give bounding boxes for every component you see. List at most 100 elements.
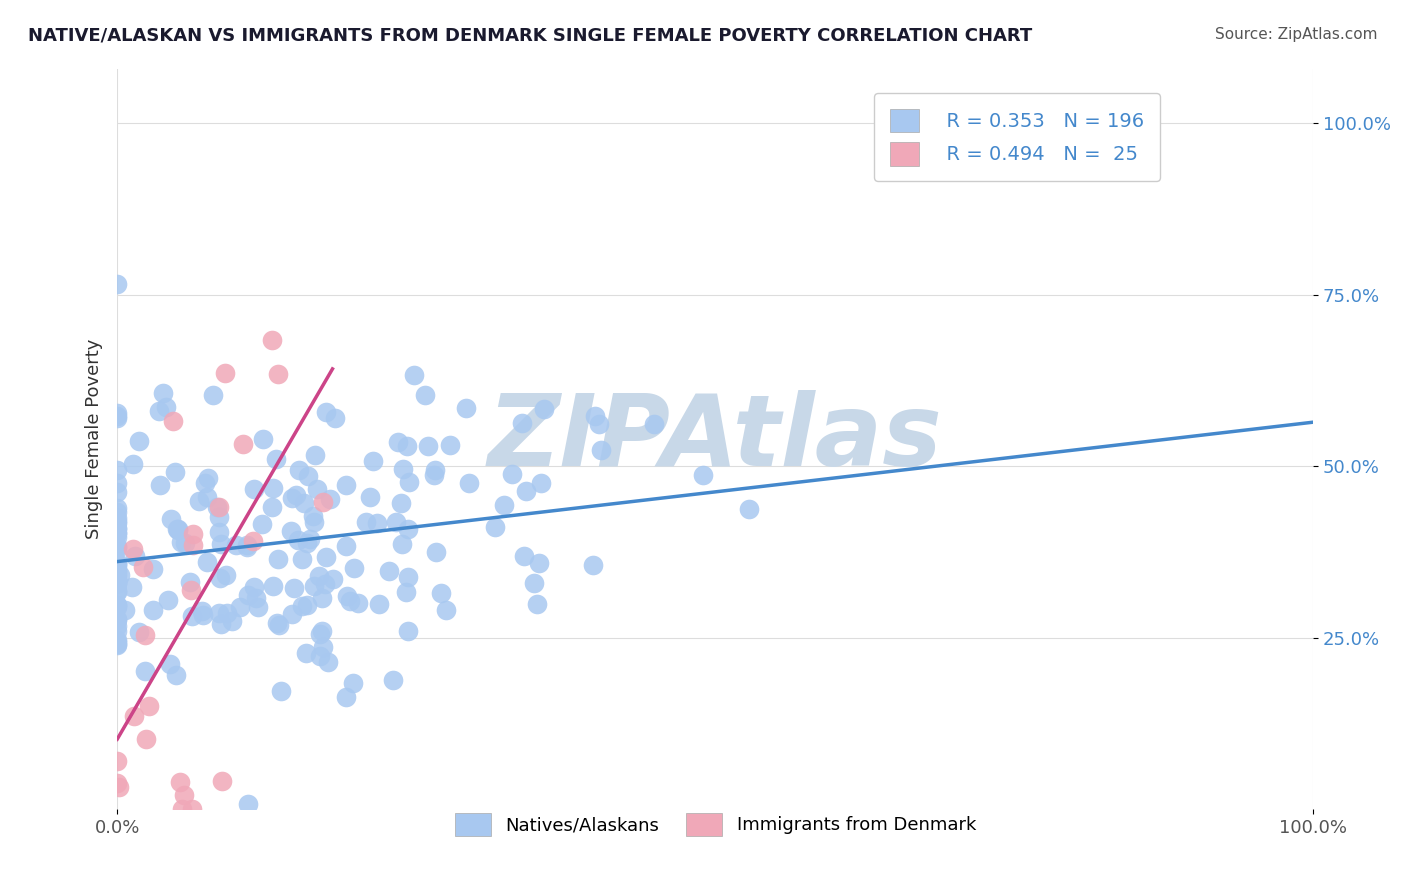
Point [134, 628, 156, 642]
Point [181, 538, 204, 552]
Point [347, 596, 370, 610]
Point [149, 478, 172, 492]
Point [105, 530, 128, 544]
Point [366, 516, 388, 530]
Point [105, 277, 128, 292]
Point [209, 571, 232, 585]
Point [515, 483, 537, 498]
Point [250, 516, 273, 531]
Point [280, 524, 302, 538]
Point [434, 603, 457, 617]
Point [288, 463, 311, 477]
Point [105, 638, 128, 652]
Point [643, 417, 665, 431]
Point [142, 562, 165, 576]
Point [105, 632, 128, 647]
Point [304, 449, 326, 463]
Point [387, 434, 409, 449]
Point [292, 496, 315, 510]
Point [281, 491, 304, 505]
Point [391, 537, 413, 551]
Point [105, 558, 128, 572]
Point [105, 525, 128, 540]
Point [287, 533, 309, 547]
Point [105, 584, 128, 599]
Point [108, 780, 131, 795]
Point [105, 539, 128, 553]
Point [191, 605, 214, 619]
Point [335, 690, 357, 705]
Point [302, 579, 325, 593]
Point [262, 481, 284, 495]
Point [105, 485, 128, 500]
Point [214, 366, 236, 380]
Point [342, 675, 364, 690]
Point [105, 612, 128, 626]
Point [105, 511, 128, 525]
Point [492, 499, 515, 513]
Point [361, 454, 384, 468]
Point [245, 591, 267, 605]
Point [195, 555, 218, 569]
Point [267, 552, 290, 566]
Point [105, 637, 128, 651]
Point [197, 471, 219, 485]
Point [105, 585, 128, 599]
Point [319, 492, 342, 507]
Point [312, 640, 335, 654]
Point [384, 515, 406, 529]
Point [105, 522, 128, 536]
Point [530, 475, 553, 490]
Point [297, 598, 319, 612]
Point [413, 388, 436, 402]
Point [588, 417, 610, 431]
Point [105, 542, 128, 557]
Point [398, 475, 420, 490]
Point [307, 483, 329, 497]
Point [105, 410, 128, 425]
Point [208, 500, 231, 514]
Point [105, 776, 128, 790]
Point [217, 606, 239, 620]
Text: NATIVE/ALASKAN VS IMMIGRANTS FROM DENMARK SINGLE FEMALE POVERTY CORRELATION CHAR: NATIVE/ALASKAN VS IMMIGRANTS FROM DENMAR… [28, 27, 1032, 45]
Point [194, 476, 217, 491]
Point [105, 405, 128, 419]
Point [302, 509, 325, 524]
Point [229, 599, 252, 614]
Point [105, 566, 128, 580]
Point [105, 540, 128, 554]
Point [205, 500, 228, 515]
Point [134, 665, 156, 679]
Point [209, 617, 232, 632]
Point [105, 575, 128, 590]
Point [404, 368, 426, 382]
Point [105, 575, 128, 590]
Point [510, 417, 533, 431]
Point [738, 502, 761, 516]
Point [105, 516, 128, 530]
Point [336, 589, 359, 603]
Point [166, 522, 188, 536]
Point [207, 607, 229, 621]
Point [422, 468, 444, 483]
Point [124, 549, 146, 563]
Point [314, 577, 336, 591]
Point [128, 624, 150, 639]
Point [122, 709, 145, 723]
Point [105, 515, 128, 529]
Point [423, 463, 446, 477]
Point [181, 802, 204, 816]
Point [395, 585, 418, 599]
Point [512, 549, 534, 564]
Point [378, 564, 401, 578]
Point [339, 594, 361, 608]
Point [236, 797, 259, 811]
Point [589, 442, 612, 457]
Point [191, 608, 214, 623]
Point [252, 432, 274, 446]
Point [105, 613, 128, 627]
Point [166, 522, 188, 536]
Point [167, 523, 190, 537]
Point [389, 496, 412, 510]
Point [354, 515, 377, 529]
